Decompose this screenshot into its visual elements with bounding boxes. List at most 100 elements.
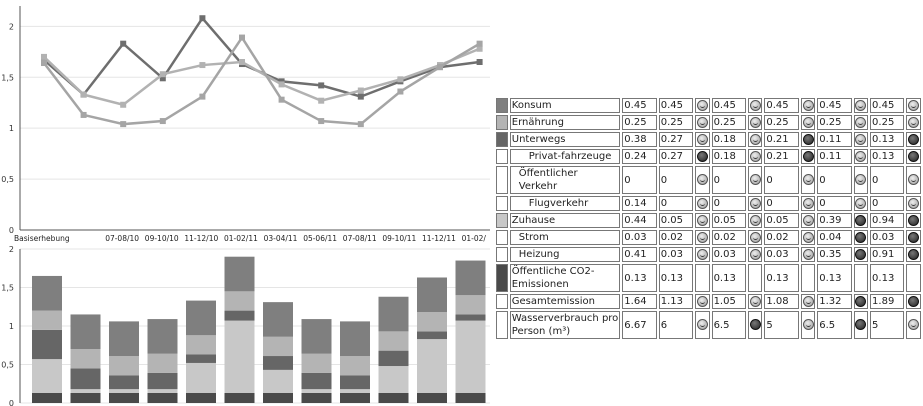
sad-face-icon [853, 230, 869, 245]
stacked-bar-chart: 0 0,5 1 1,5 2 [1, 245, 490, 406]
line-point [357, 87, 364, 94]
x-tick-label: 01-02/11 [224, 234, 258, 243]
smiley-icon [908, 116, 920, 128]
value-cell: 1.13 [658, 294, 694, 309]
table-row: Zuhause 0.44 0.05 0.05 0.05 0.39 0.94 [496, 213, 921, 228]
bar-segment [70, 314, 101, 350]
smiley-icon [748, 230, 763, 245]
smiley-icon [749, 116, 761, 128]
y-tick-label: 2 [9, 22, 14, 31]
value-cell: 0.02 [711, 230, 746, 245]
smiley-icon [695, 132, 710, 147]
line-point [278, 96, 285, 103]
table-row: Öffentlicher Verkehr 0 0 0 0 0 0 [496, 166, 921, 194]
value-cell: 0.13 [817, 264, 852, 292]
value-cell: 0.45 [764, 98, 799, 113]
bar-segment [378, 296, 409, 332]
smiley-icon [696, 231, 708, 243]
bar-segment [340, 321, 370, 357]
sad-face-icon [906, 132, 921, 147]
legend-swatch [496, 115, 508, 130]
bar-segment [224, 310, 255, 321]
smiley-icon [853, 115, 869, 130]
smiley-icon [748, 196, 763, 211]
value-cell: 0.11 [817, 132, 852, 147]
smiley-icon [855, 174, 867, 185]
bar-segment [109, 321, 139, 357]
empty-cell [906, 264, 921, 292]
line-point [476, 40, 483, 47]
value-cell: 0.03 [711, 247, 746, 262]
legend-swatch [496, 98, 508, 113]
value-cell: 1.32 [817, 294, 852, 309]
value-cell: 0.21 [764, 149, 799, 164]
bar-segment [186, 362, 216, 393]
smiley-icon [855, 150, 867, 162]
smiley-icon [748, 132, 763, 147]
bar-segment [224, 320, 255, 393]
sad-face-icon [908, 231, 920, 243]
line-point [318, 97, 325, 104]
y-tick-label: 2 [9, 245, 14, 254]
value-cell: 0.18 [711, 132, 746, 147]
value-cell: 1.08 [764, 294, 799, 309]
smiley-icon [802, 295, 814, 307]
smiley-icon [748, 213, 763, 228]
sad-face-icon [696, 150, 708, 162]
smiley-icon [800, 311, 816, 339]
value-cell: 0.27 [658, 132, 694, 147]
line-point [357, 93, 364, 100]
bar-segment [147, 319, 178, 354]
legend-swatch [496, 166, 508, 194]
sad-face-icon [802, 133, 814, 145]
bar-segment [109, 389, 139, 393]
smiley-icon [749, 231, 761, 243]
sad-face-icon [906, 149, 921, 164]
line-point [239, 59, 245, 65]
smiley-icon [749, 99, 761, 111]
value-cell: 0.35 [817, 247, 852, 262]
empty-cell [853, 264, 869, 292]
bar-segment [147, 389, 178, 393]
row-label: Gesamtemission [509, 294, 621, 309]
bar-segment [340, 392, 370, 403]
sad-face-icon [853, 294, 869, 309]
smiley-icon [696, 295, 708, 307]
bar-segment [301, 353, 332, 373]
value-cell: 0 [622, 166, 657, 194]
sad-face-icon [749, 319, 761, 330]
bar-segment [70, 392, 101, 403]
row-label: Öffentlicher Verkehr [509, 166, 621, 194]
sad-face-icon [853, 311, 869, 339]
smiley-icon [695, 213, 710, 228]
value-cell: 0 [764, 196, 799, 211]
table-row: Flugverkehr 0.14 0 0 0 0 0 [496, 196, 921, 211]
smiley-icon [695, 196, 710, 211]
sad-face-icon [800, 132, 816, 147]
legend-swatch [496, 149, 508, 164]
legend-swatch [496, 196, 508, 211]
smiley-icon [802, 99, 814, 111]
x-tick-label: 03-04/11 [264, 234, 298, 243]
bar-segment [32, 359, 62, 393]
bar-segment [417, 392, 447, 403]
bar-segment [224, 392, 255, 403]
table-row: Gesamtemission 1.64 1.13 1.05 1.08 1.32 1.89 [496, 294, 921, 309]
legend-swatch [496, 247, 508, 262]
legend-swatch [496, 294, 508, 309]
line-point [278, 81, 285, 88]
value-cell: 0 [658, 196, 694, 211]
value-cell: 0.21 [764, 132, 799, 147]
line-point [80, 111, 87, 118]
sad-face-icon [800, 149, 816, 164]
smiley-icon [696, 197, 708, 209]
smiley-icon [748, 294, 763, 309]
sad-face-icon [748, 311, 763, 339]
y-tick-label: 0 [9, 399, 14, 406]
smiley-icon [853, 149, 869, 164]
line-point [41, 60, 47, 67]
x-tick-label: 11-12/10 [184, 234, 218, 243]
smiley-icon [696, 214, 708, 226]
value-cell: 0 [817, 196, 852, 211]
sad-face-icon [853, 213, 869, 228]
